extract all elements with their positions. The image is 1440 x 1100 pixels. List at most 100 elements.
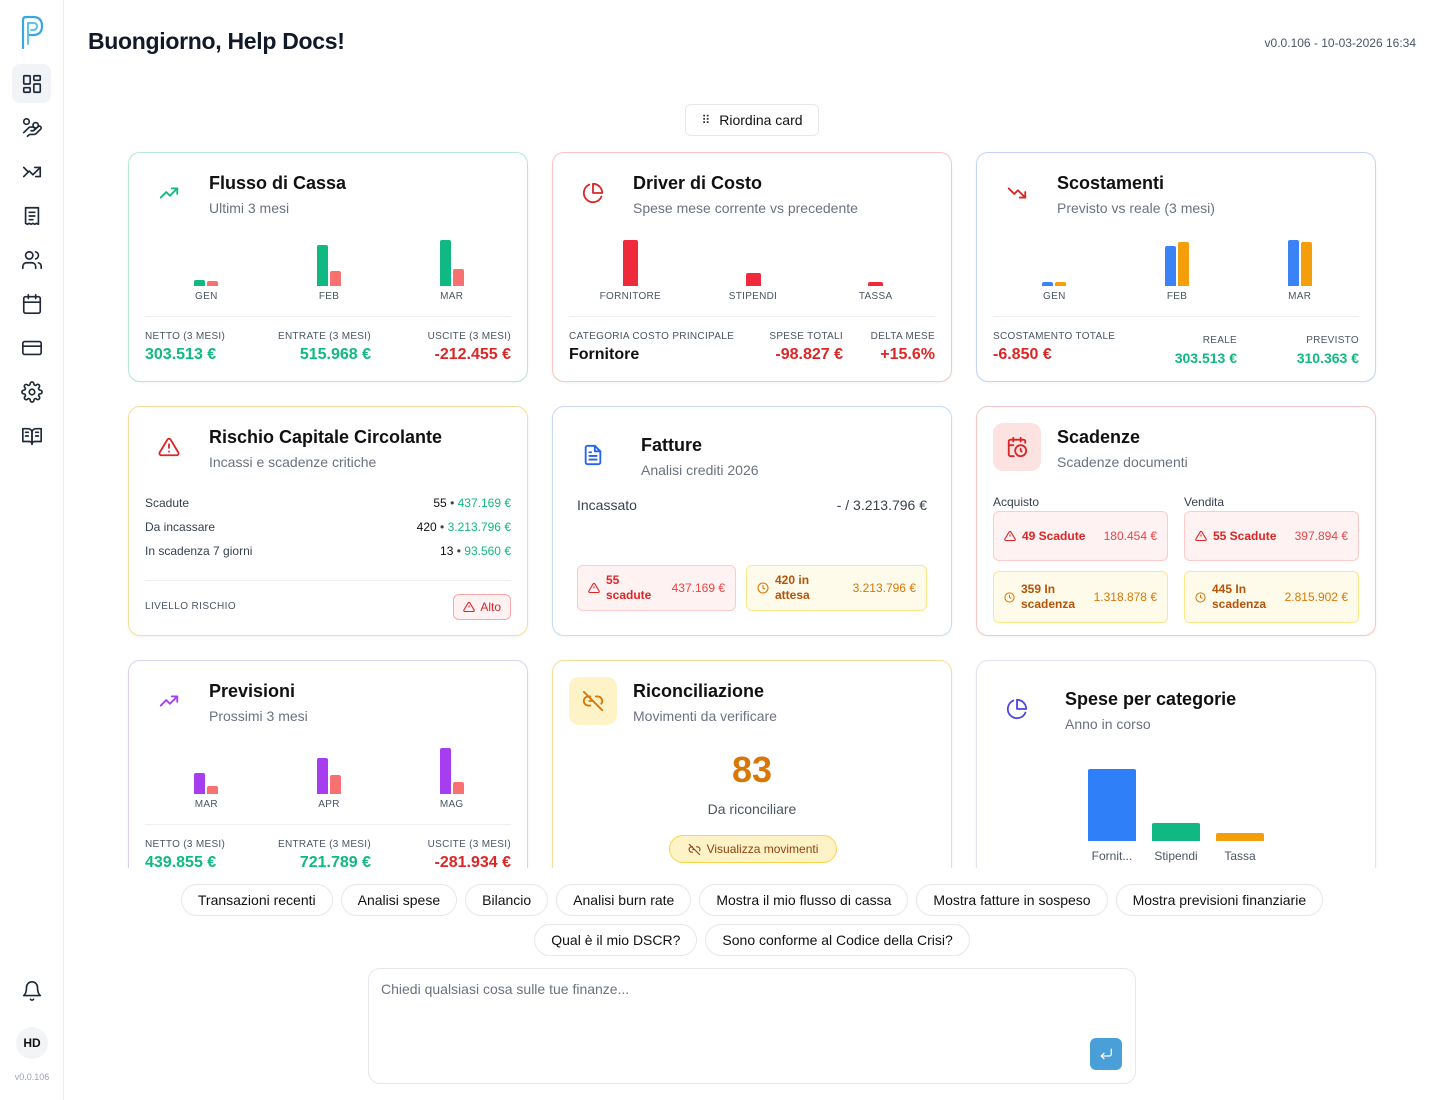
chart-bar xyxy=(453,782,464,794)
avatar[interactable]: HD xyxy=(16,1027,48,1059)
stat-value: 439.855 € xyxy=(145,854,225,868)
working-capital-risk-card[interactable]: Rischio Capitale Circolante Incassi e sc… xyxy=(128,406,528,636)
suggestion-chip[interactable]: Mostra il mio flusso di cassa xyxy=(699,884,908,916)
expense-categories-card[interactable]: Spese per categorie Anno in corso Fornit… xyxy=(976,660,1376,868)
sidebar-item-transactions[interactable] xyxy=(12,108,51,147)
trending-up-icon xyxy=(145,677,193,725)
card-title: Fatture xyxy=(641,435,702,456)
reconciliation-card[interactable]: Riconciliazione Movimenti da verificare … xyxy=(552,660,952,868)
stat-label: SPESE TOTALI xyxy=(753,331,843,342)
sales-overdue-pill[interactable]: 55 Scadute 397.894 € xyxy=(1184,511,1359,561)
card-title: Scostamenti xyxy=(1057,173,1164,194)
chart-axis-label: MAR xyxy=(412,291,492,302)
chart-bar xyxy=(194,280,205,286)
purchase-overdue-pill[interactable]: 49 Scadute 180.454 € xyxy=(993,511,1168,561)
sidebar-version: v0.0.106 xyxy=(0,1072,64,1082)
chart-bar xyxy=(1152,823,1200,841)
card-subtitle: Analisi crediti 2026 xyxy=(641,462,759,478)
pill-value: 437.169 € xyxy=(672,581,725,595)
pill-value: 1.318.878 € xyxy=(1094,590,1157,604)
card-title: Rischio Capitale Circolante xyxy=(209,427,442,448)
warning-triangle-icon xyxy=(1195,530,1207,542)
dashboard-cards: Flusso di Cassa Ultimi 3 mesi GENFEBMAR … xyxy=(64,150,1440,868)
trending-down-icon xyxy=(993,169,1041,217)
suggestion-chip[interactable]: Qual è il mio DSCR? xyxy=(534,924,697,956)
suggestion-chip[interactable]: Sono conforme al Codice della Crisi? xyxy=(705,924,969,956)
suggestion-chip[interactable]: Mostra fatture in sospeso xyxy=(916,884,1107,916)
sidebar-item-dashboard[interactable] xyxy=(12,64,51,103)
risk-row-amount: 3.213.796 € xyxy=(448,520,511,534)
calendar-icon xyxy=(21,293,43,315)
forecast-card[interactable]: Previsioni Prossimi 3 mesi MARAPRMAG NET… xyxy=(128,660,528,868)
chart-bar xyxy=(440,240,451,286)
sidebar-item-guide[interactable] xyxy=(12,416,51,455)
chart-axis-label: APR xyxy=(289,799,369,810)
chart-bar xyxy=(1216,833,1264,841)
suggestion-chip[interactable]: Mostra previsioni finanziarie xyxy=(1116,884,1324,916)
suggestion-chip[interactable]: Bilancio xyxy=(465,884,548,916)
chart-axis-label: GEN xyxy=(1014,291,1094,302)
chart-axis-label: FEB xyxy=(289,291,369,302)
stat-value: 721.789 € xyxy=(277,854,371,868)
chart-bar xyxy=(317,758,328,794)
sidebar-item-contacts[interactable] xyxy=(12,240,51,279)
purchase-due-pill[interactable]: 359 Inscadenza 1.318.878 € xyxy=(993,571,1168,623)
risk-row-count: 13 xyxy=(440,544,453,558)
sidebar-item-calendar[interactable] xyxy=(12,284,51,323)
cost-driver-card[interactable]: Driver di Costo Spese mese corrente vs p… xyxy=(552,152,952,382)
notifications-button[interactable] xyxy=(12,971,51,1010)
card-subtitle: Previsto vs reale (3 mesi) xyxy=(1057,200,1215,216)
risk-level-label: LIVELLO RISCHIO xyxy=(145,601,236,612)
document-icon xyxy=(569,431,617,479)
gear-icon xyxy=(21,381,43,403)
sidebar-item-settings[interactable] xyxy=(12,372,51,411)
chart-axis-label: STIPENDI xyxy=(713,291,793,302)
chart-bar xyxy=(746,273,761,286)
stat-value: +15.6% xyxy=(871,346,935,364)
p-logo-icon[interactable] xyxy=(18,14,46,50)
stat-main-category: CATEGORIA COSTO PRINCIPALE Fornitore xyxy=(569,331,734,364)
chat-input[interactable] xyxy=(381,981,1081,1041)
book-open-icon xyxy=(21,425,43,447)
sales-due-pill[interactable]: 445 Inscadenza 2.815.902 € xyxy=(1184,571,1359,623)
reorder-cards-label: Riordina card xyxy=(719,112,802,128)
warning-triangle-icon xyxy=(145,423,193,471)
risk-row-label: Da incassare xyxy=(145,520,215,534)
reorder-cards-button[interactable]: ⠿ Riordina card xyxy=(685,104,819,136)
suggestion-chips-row-1: Transazioni recentiAnalisi speseBilancio… xyxy=(0,884,1440,916)
stat-value: 303.513 € xyxy=(145,346,225,364)
suggestion-chip[interactable]: Analisi burn rate xyxy=(556,884,691,916)
sidebar-item-trends[interactable] xyxy=(12,152,51,191)
chart-axis-label: FORNITORE xyxy=(590,291,670,302)
deadlines-card[interactable]: Scadenze Scadenze documenti Acquisto Ven… xyxy=(976,406,1376,636)
invoices-pending-pill[interactable]: 420 inattesa 3.213.796 € xyxy=(746,565,927,611)
pill-label: 55 Scadute xyxy=(1195,529,1276,544)
suggestion-chips-row-2: Qual è il mio DSCR?Sono conforme al Codi… xyxy=(0,924,1440,956)
chart-axis-label: Fornit... xyxy=(1082,849,1142,863)
send-button[interactable] xyxy=(1090,1038,1122,1070)
view-movements-button[interactable]: Visualizza movimenti xyxy=(669,835,837,863)
invoices-overdue-pill[interactable]: 55scadute 437.169 € xyxy=(577,565,736,611)
chart-bar xyxy=(330,271,341,286)
stat-value: 303.513 € xyxy=(1147,350,1237,366)
suggestion-chip[interactable]: Analisi spese xyxy=(341,884,458,916)
trend-arrows-icon xyxy=(21,161,43,183)
invoices-card[interactable]: Fatture Analisi crediti 2026 Incassato -… xyxy=(552,406,952,636)
sidebar-item-documents[interactable] xyxy=(12,196,51,235)
hand-coins-icon xyxy=(21,117,43,139)
stat-label: USCITE (3 MESI) xyxy=(428,331,511,342)
pill-text: scadenza xyxy=(1021,597,1075,611)
stat-total-expenses: SPESE TOTALI -98.827 € xyxy=(753,331,843,364)
risk-row-count: 420 xyxy=(417,520,437,534)
stat-label: CATEGORIA COSTO PRINCIPALE xyxy=(569,331,734,342)
stat-expenses: USCITE (3 MESI) -281.934 € xyxy=(428,839,511,868)
variance-card[interactable]: Scostamenti Previsto vs reale (3 mesi) G… xyxy=(976,152,1376,382)
stat-value: 515.968 € xyxy=(277,346,371,364)
chart-axis-label: Stipendi xyxy=(1146,849,1206,863)
sidebar-item-payments[interactable] xyxy=(12,328,51,367)
suggestion-chip[interactable]: Transazioni recenti xyxy=(181,884,333,916)
sales-label: Vendita xyxy=(1184,495,1224,509)
chart-bar xyxy=(1055,282,1066,286)
stat-value: 310.363 € xyxy=(1297,350,1359,366)
cashflow-card[interactable]: Flusso di Cassa Ultimi 3 mesi GENFEBMAR … xyxy=(128,152,528,382)
